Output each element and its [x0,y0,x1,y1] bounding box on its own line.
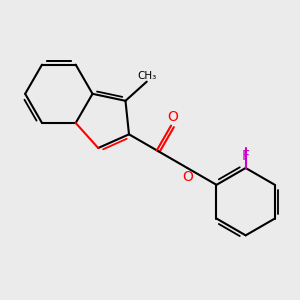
Text: O: O [167,110,178,124]
Text: O: O [182,170,193,184]
Text: CH₃: CH₃ [137,71,156,81]
Text: F: F [242,149,250,164]
